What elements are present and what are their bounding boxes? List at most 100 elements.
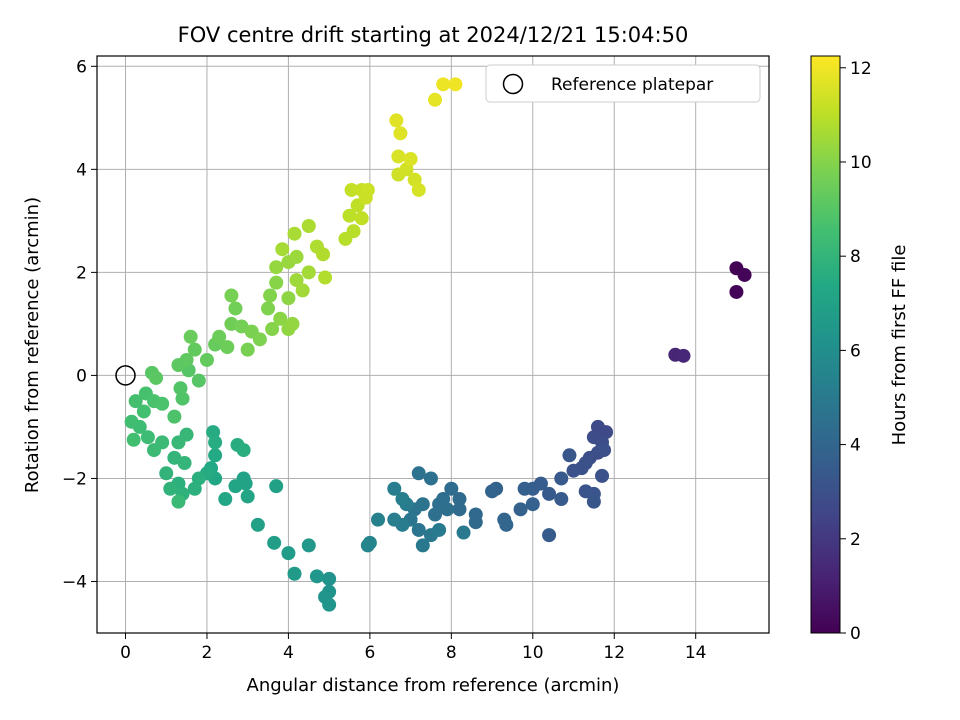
data-point — [586, 494, 601, 509]
data-point — [360, 538, 375, 553]
data-point — [468, 515, 483, 530]
y-tick-label: −2 — [62, 469, 87, 489]
data-point — [428, 92, 443, 107]
data-point — [208, 435, 223, 450]
colorbar-tick-label: 12 — [850, 59, 872, 79]
data-point — [212, 329, 227, 344]
data-point — [301, 265, 316, 280]
data-point — [729, 284, 744, 299]
data-point — [566, 463, 581, 478]
data-point — [301, 219, 316, 234]
y-tick-label: 2 — [76, 263, 87, 283]
data-point — [269, 479, 284, 494]
data-point — [289, 273, 304, 288]
data-point — [273, 311, 288, 326]
y-tick-label: 0 — [76, 366, 87, 386]
data-point — [346, 224, 361, 239]
data-point — [269, 260, 284, 275]
data-point — [301, 538, 316, 553]
data-point — [432, 522, 447, 537]
reference-platepar-marker — [115, 365, 136, 386]
data-point — [261, 301, 276, 316]
data-point — [183, 329, 198, 344]
data-point — [444, 481, 459, 496]
data-point — [403, 152, 418, 167]
data-point — [171, 494, 186, 509]
x-tick-label: 10 — [522, 643, 544, 663]
colorbar-tick-label: 8 — [850, 247, 861, 267]
data-point — [322, 571, 337, 586]
data-point — [737, 267, 752, 282]
y-axis-ticks: −4 −2 0 2 4 6 — [62, 57, 97, 592]
y-tick-label: −4 — [62, 572, 87, 592]
data-point — [140, 430, 155, 445]
colorbar-ticks: 0 2 4 6 8 10 12 — [840, 59, 872, 644]
data-point — [456, 525, 471, 540]
data-point — [252, 332, 267, 347]
data-point — [562, 448, 577, 463]
data-point — [287, 566, 302, 581]
data-point — [228, 479, 243, 494]
x-tick-label: 14 — [685, 643, 707, 663]
colorbar-tick-label: 4 — [850, 436, 861, 456]
chart-title: FOV centre drift starting at 2024/12/21 … — [178, 23, 689, 47]
data-point — [411, 182, 426, 197]
data-point — [187, 342, 202, 357]
colorbar-tick-label: 0 — [850, 624, 861, 644]
data-point — [342, 208, 357, 223]
data-point — [136, 404, 151, 419]
colorbar-gradient — [810, 55, 841, 634]
x-tick-label: 6 — [364, 643, 375, 663]
data-point — [554, 492, 569, 507]
data-point — [452, 502, 467, 517]
data-point — [411, 466, 426, 481]
data-point — [128, 394, 143, 409]
data-point — [428, 507, 443, 522]
data-point — [187, 481, 202, 496]
data-point — [289, 249, 304, 264]
data-point — [395, 492, 410, 507]
colorbar-tick-label: 10 — [850, 153, 872, 173]
data-point — [389, 113, 404, 128]
data-point — [676, 348, 691, 363]
data-point — [269, 275, 284, 290]
data-point — [179, 352, 194, 367]
data-point — [525, 497, 540, 512]
data-point — [126, 432, 141, 447]
colorbar: 0 2 4 6 8 10 12 Hours from first FF file — [810, 55, 910, 644]
data-point — [159, 466, 174, 481]
data-point — [415, 538, 430, 553]
data-point — [513, 502, 528, 517]
data-point — [309, 569, 324, 584]
data-points — [124, 77, 752, 612]
data-point — [542, 528, 557, 543]
x-tick-label: 8 — [446, 643, 457, 663]
data-point — [208, 448, 223, 463]
legend-marker-open-circle — [502, 73, 524, 95]
data-point — [250, 517, 265, 532]
data-point — [517, 481, 532, 496]
x-axis-label: Angular distance from reference (arcmin) — [247, 675, 620, 696]
data-point — [318, 270, 333, 285]
data-point — [149, 370, 164, 385]
data-point — [448, 77, 463, 92]
data-point — [411, 522, 426, 537]
data-point — [240, 342, 255, 357]
y-tick-label: 4 — [76, 160, 87, 180]
x-tick-label: 12 — [603, 643, 625, 663]
legend: Reference platepar — [485, 64, 761, 103]
data-point — [287, 226, 302, 241]
data-point — [344, 182, 359, 197]
data-point — [171, 435, 186, 450]
colorbar-tick-label: 6 — [850, 341, 861, 361]
data-point — [173, 381, 188, 396]
data-point — [124, 414, 139, 429]
data-point — [423, 471, 438, 486]
data-point — [542, 486, 557, 501]
x-tick-label: 0 — [120, 643, 131, 663]
x-tick-label: 4 — [283, 643, 294, 663]
x-tick-label: 2 — [202, 643, 213, 663]
data-point — [322, 597, 337, 612]
legend-entry-reference-platepar: Reference platepar — [551, 75, 713, 95]
